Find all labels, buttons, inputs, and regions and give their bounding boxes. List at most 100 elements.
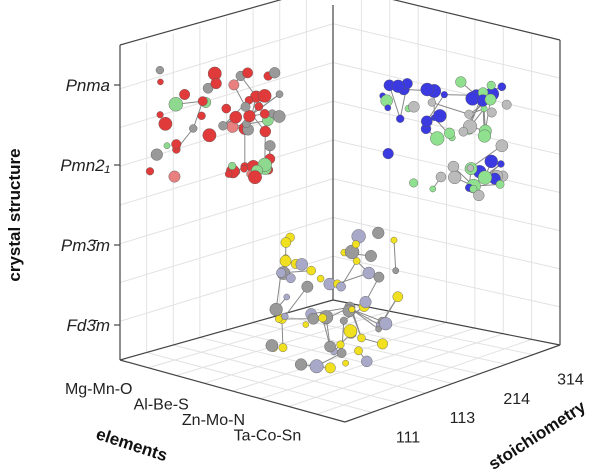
grid-line [316,338,532,415]
atom [318,313,327,323]
bond [351,309,379,330]
atom [495,139,509,153]
z-tick-label: 111 [396,429,420,446]
atom [156,111,164,119]
atom [440,91,448,99]
atom [458,126,469,137]
z-tick-label: 214 [503,391,530,408]
bond [284,286,308,317]
atom [351,240,360,249]
bond [388,85,401,119]
atom [302,321,309,328]
grid-line [288,333,504,407]
atom [295,258,308,271]
atom [392,267,400,275]
atom [306,265,316,276]
atom [259,125,271,138]
atom [218,121,228,131]
atom [484,154,498,169]
atom [189,124,198,133]
axis-edge [119,359,346,423]
axis-edge [119,299,334,361]
bond [340,260,358,287]
atom [283,293,290,301]
atom [301,280,314,293]
grid-line [306,307,534,356]
atom [390,236,398,244]
atom [361,355,373,368]
atom [430,131,445,146]
atom [448,170,462,185]
atom [264,140,276,152]
atom [339,316,348,325]
atom [202,128,217,143]
atom [486,80,496,90]
atom [362,266,376,280]
atom [377,338,388,350]
grid-line [332,100,561,155]
axis-edge [344,344,561,423]
bond [393,240,397,271]
atom [285,273,296,284]
grid-line [279,314,507,365]
y-tick-label: Pmn2₁ [60,156,110,175]
grid-line [119,23,334,90]
atom [254,102,264,111]
axes-box [114,0,561,423]
atom [210,77,222,90]
y-axis-label: crystal structure [5,148,24,281]
atom [497,82,507,92]
atom [429,185,437,193]
atom [466,164,474,172]
atom [240,101,251,112]
atom [269,302,283,317]
atom [348,306,356,313]
atom [372,226,385,239]
atom [228,161,237,170]
atom [379,317,393,331]
atom [324,340,336,353]
bond [249,93,280,117]
atom [396,114,405,123]
atom [343,324,358,338]
atom [427,98,437,107]
atom [307,312,320,325]
atom [391,79,405,93]
atom [477,129,492,143]
atom [171,139,182,150]
atom [455,76,467,88]
atom [221,103,232,114]
atom [359,296,372,309]
atom [365,250,377,262]
atom [336,340,345,349]
atom [294,358,308,371]
atom [197,111,206,120]
atom [145,167,155,176]
atom [278,343,288,353]
atom [447,160,460,173]
bond [351,309,381,326]
atom [228,79,240,91]
atom [158,116,173,131]
atom [495,180,505,189]
atom [168,170,181,183]
axis-edge [332,299,561,346]
atom [276,267,286,278]
x-tick-label: Ta-Co-Sn [234,428,302,445]
x-axis-label: elements [94,424,170,465]
atom [157,78,164,86]
atom [229,110,243,124]
atom [501,99,512,110]
atom [309,359,324,374]
atom [168,97,183,112]
atom [265,339,279,352]
z-axis-label: stoichiometry [485,397,589,474]
atom [420,82,434,97]
grid-line [332,23,561,79]
atom [275,90,284,98]
atom [444,127,455,139]
atom [202,82,214,94]
atom [224,170,233,178]
x-tick-label: Al-Be-S [134,397,189,414]
crystal-structures [145,66,512,374]
